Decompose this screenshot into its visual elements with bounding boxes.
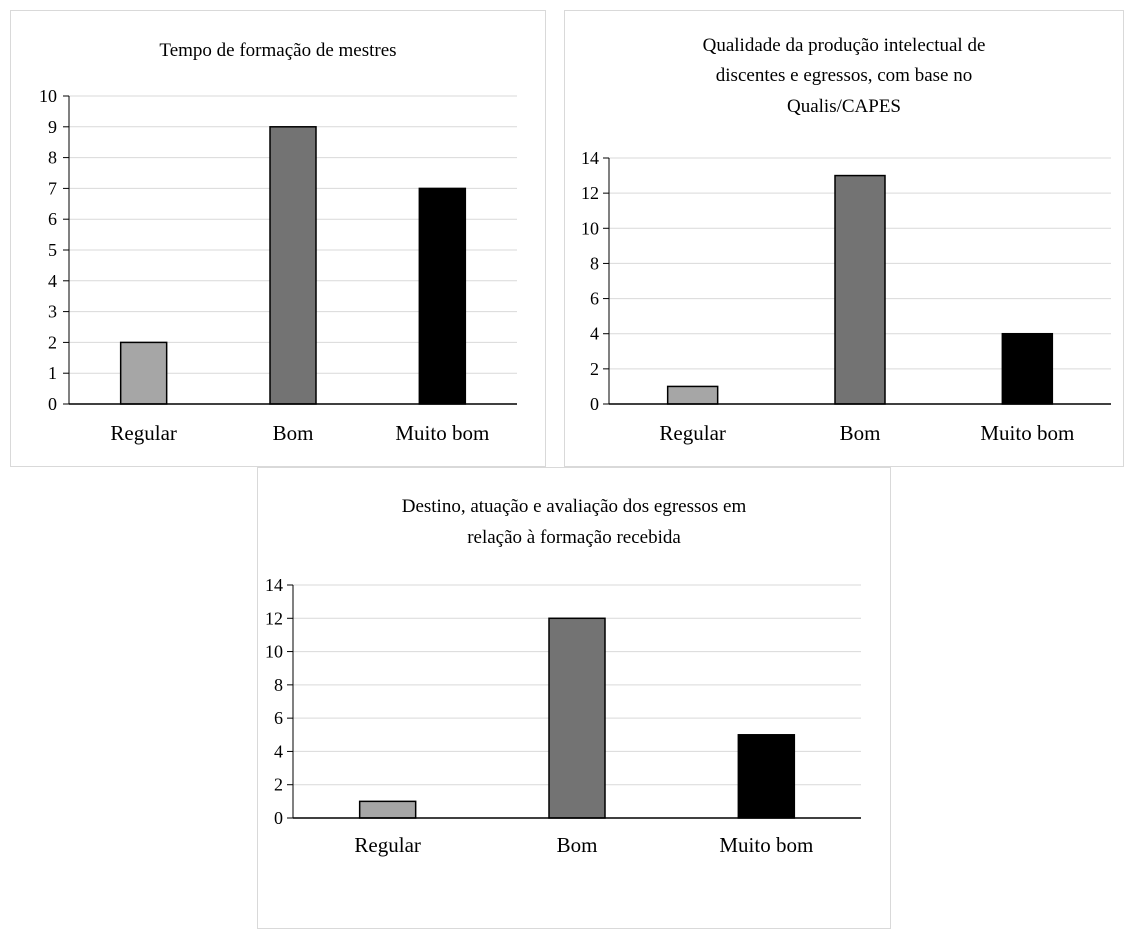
x-category-label-bom: Bom <box>840 421 881 445</box>
x-category-label-muito-bom: Muito bom <box>980 421 1074 445</box>
chart-title-line-2: relação à formação recebida <box>467 527 681 548</box>
y-tick-label-8: 8 <box>590 253 599 273</box>
y-tick-label-6: 6 <box>274 708 283 728</box>
bar-regular <box>358 800 417 819</box>
bar-muito-bom <box>418 187 467 405</box>
x-category-label-muito-bom: Muito bom <box>719 833 813 857</box>
y-tick-label-9: 9 <box>48 117 57 137</box>
x-category-label-regular: Regular <box>354 833 420 857</box>
y-tick-label-12: 12 <box>581 183 599 203</box>
bar-muito-bom <box>737 734 796 819</box>
y-tick-label-4: 4 <box>274 741 283 761</box>
y-tick-label-10: 10 <box>581 218 599 238</box>
bar-bom <box>548 617 606 819</box>
bar-bom <box>269 126 317 405</box>
bar-muito-bom <box>1001 332 1054 405</box>
y-tick-label-7: 7 <box>48 178 57 198</box>
y-tick-label-1: 1 <box>48 363 57 383</box>
y-tick-label-0: 0 <box>274 808 283 828</box>
chart-title-line-1: Qualidade da produção intelectual de <box>703 35 986 56</box>
chart-title-line-3: Qualis/CAPES <box>787 96 901 117</box>
y-tick-label-2: 2 <box>590 359 599 379</box>
y-tick-label-5: 5 <box>48 240 57 260</box>
y-tick-label-8: 8 <box>274 675 283 695</box>
bar-regular <box>666 385 719 405</box>
bar-bom <box>834 174 886 405</box>
y-tick-label-6: 6 <box>48 209 57 229</box>
y-tick-label-10: 10 <box>39 86 57 106</box>
y-tick-label-10: 10 <box>265 642 283 662</box>
y-tick-label-3: 3 <box>48 302 57 322</box>
x-category-label-regular: Regular <box>110 421 176 445</box>
chart-panel-qualidade-producao: Qualidade da produção intelectual de disc… <box>564 10 1124 467</box>
y-tick-label-2: 2 <box>274 775 283 795</box>
chart-qualidade-producao: Qualidade da produção intelectual de disc… <box>581 35 1111 445</box>
y-tick-label-14: 14 <box>581 148 599 168</box>
bar-regular <box>119 341 168 405</box>
y-tick-label-12: 12 <box>265 608 283 628</box>
chart-panel-tempo-formacao: Tempo de formação de mestres 0 1 2 3 4 5 6 7 8 9 10… <box>10 10 546 467</box>
x-category-label-bom: Bom <box>557 833 598 857</box>
x-category-label-bom: Bom <box>273 421 314 445</box>
x-category-label-regular: Regular <box>659 421 725 445</box>
y-tick-label-4: 4 <box>590 324 599 344</box>
chart-title-line-2: discentes e egressos, com base no <box>716 65 972 86</box>
y-tick-label-4: 4 <box>48 271 57 291</box>
chart-tempo-formacao: Tempo de formação de mestres 0 1 2 3 4 5 6 7 8 9 10… <box>39 40 517 445</box>
chart-panel-destino-egressos: Destino, atuação e avaliação dos egresso… <box>257 467 891 929</box>
y-tick-label-0: 0 <box>48 394 57 414</box>
chart-title-line-1: Tempo de formação de mestres <box>159 40 396 61</box>
chart-title-line-1: Destino, atuação e avaliação dos egresso… <box>402 496 747 517</box>
y-tick-label-6: 6 <box>590 289 599 309</box>
y-tick-label-0: 0 <box>590 394 599 414</box>
y-tick-label-14: 14 <box>265 575 283 595</box>
y-tick-label-8: 8 <box>48 148 57 168</box>
x-category-label-muito-bom: Muito bom <box>395 421 489 445</box>
y-tick-label-2: 2 <box>48 332 57 352</box>
chart-destino-egressos: Destino, atuação e avaliação dos egresso… <box>265 496 861 857</box>
